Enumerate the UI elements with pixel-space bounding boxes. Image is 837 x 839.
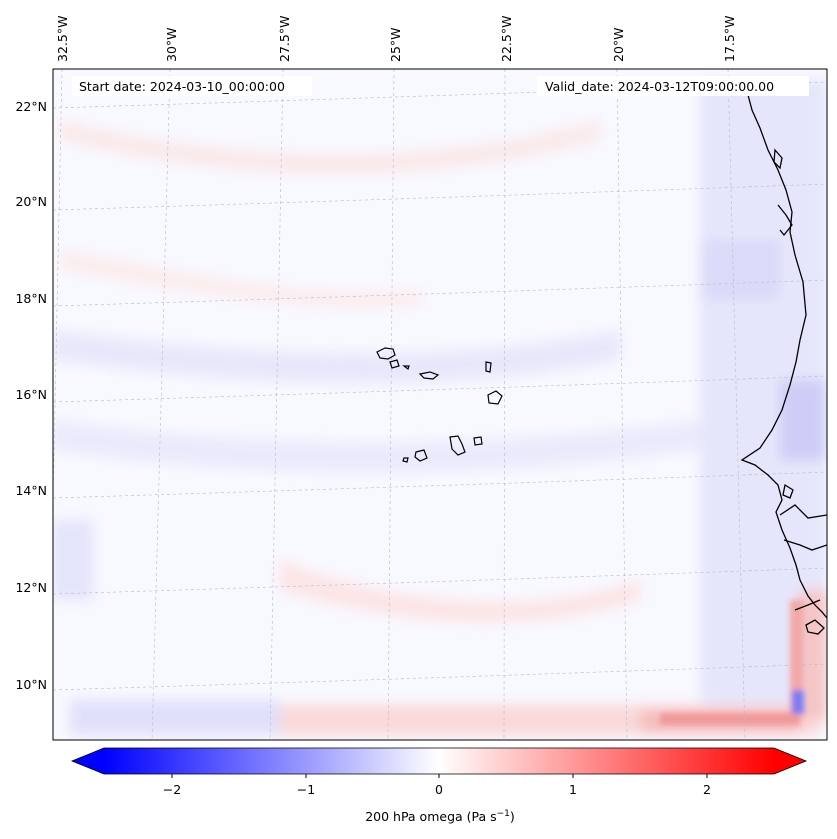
colorbar-extend-max — [774, 748, 806, 774]
lon-label: 22.5°W — [499, 16, 514, 62]
lon-label: 17.5°W — [722, 16, 737, 62]
colorbar-tick-label: 0 — [435, 782, 443, 797]
island-fogo — [414, 449, 428, 462]
lat-label: 22°N — [15, 99, 47, 114]
valid-date-box — [537, 76, 809, 96]
island-boa-vista — [487, 390, 503, 405]
start-date-label: Start date: 2024-03-10_00:00:00 — [79, 79, 285, 94]
lon-label: 25°W — [388, 27, 403, 62]
lon-label: 27.5°W — [277, 16, 292, 62]
lon-label: 20°W — [611, 27, 626, 62]
colorbar-tick-label: 2 — [703, 782, 711, 797]
colorbar: −2 −1 0 1 2 200 hPa omega (Pa s−1) — [70, 747, 808, 824]
island-santiago — [449, 435, 466, 456]
island-sao-nicolau — [418, 371, 440, 380]
island-santo-antao — [376, 347, 396, 360]
colorbar-tick-label: −2 — [163, 782, 181, 797]
start-date-box — [72, 76, 312, 96]
lat-label: 20°N — [15, 194, 47, 209]
island-brava — [402, 457, 409, 463]
map-frame — [52, 68, 828, 741]
colorbar-gradient — [104, 748, 774, 774]
omega-field — [53, 69, 827, 740]
cape-verde-islands — [376, 347, 503, 463]
island-sao-vicente — [389, 359, 400, 369]
colorbar-ticks: −2 −1 0 1 2 — [163, 774, 711, 797]
colorbar-tick-label: 1 — [569, 782, 577, 797]
colorbar-outline — [70, 747, 808, 775]
coastline — [740, 94, 827, 635]
island-maio — [473, 436, 483, 446]
colorbar-tick-label: −1 — [297, 782, 315, 797]
island-santa-luzia — [402, 365, 410, 370]
lat-labels: 22°N 20°N 18°N 16°N 14°N 12°N 10°N — [15, 99, 47, 692]
lon-label: 32.5°W — [55, 16, 70, 62]
lon-label: 30°W — [164, 27, 179, 62]
lat-label: 16°N — [15, 387, 47, 402]
lat-label: 12°N — [15, 580, 47, 595]
lat-label: 14°N — [15, 483, 47, 498]
colorbar-title: 200 hPa omega (Pa s−1) — [365, 809, 515, 824]
graticule — [53, 69, 827, 740]
lat-label: 18°N — [15, 291, 47, 306]
lat-label: 10°N — [15, 677, 47, 692]
island-sal — [485, 361, 492, 373]
colorbar-extend-min — [72, 748, 104, 774]
valid-date-label: Valid_date: 2024-03-12T09:00:00.00 — [545, 79, 774, 94]
lon-labels: 32.5°W 30°W 27.5°W 25°W 22.5°W 20°W 17.5… — [55, 16, 737, 62]
